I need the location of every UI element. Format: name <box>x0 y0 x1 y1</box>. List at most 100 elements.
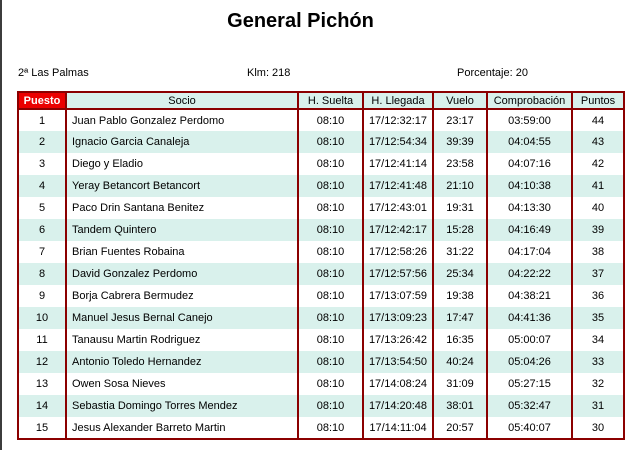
cell-vuelo: 21:10 <box>432 175 488 197</box>
cell-puesto: 4 <box>17 175 67 197</box>
table-row: 10 Manuel Jesus Bernal Canejo 08:10 17/13:0… <box>17 307 625 329</box>
cell-h-llegada: 17/14:08:24 <box>362 373 434 395</box>
cell-h-suelta: 08:10 <box>297 285 364 307</box>
cell-puesto: 3 <box>17 153 67 175</box>
cell-puesto: 10 <box>17 307 67 329</box>
window-left-border <box>0 0 2 450</box>
cell-comprobacion: 04:17:04 <box>486 241 573 263</box>
cell-comprobacion: 04:10:38 <box>486 175 573 197</box>
cell-h-suelta: 08:10 <box>297 219 364 241</box>
cell-vuelo: 25:34 <box>432 263 488 285</box>
cell-comprobacion: 04:07:16 <box>486 153 573 175</box>
table-row: 1 Juan Pablo Gonzalez Perdomo 08:10 17/12:3… <box>17 109 625 131</box>
cell-puesto: 2 <box>17 131 67 153</box>
cell-puntos: 43 <box>571 131 625 153</box>
cell-comprobacion: 04:04:55 <box>486 131 573 153</box>
cell-comprobacion: 05:40:07 <box>486 417 573 439</box>
cell-socio: Juan Pablo Gonzalez Perdomo <box>65 109 299 131</box>
cell-puntos: 44 <box>571 109 625 131</box>
cell-vuelo: 19:38 <box>432 285 488 307</box>
cell-h-llegada: 17/14:11:04 <box>362 417 434 439</box>
col-header-h-llegada: H. Llegada <box>362 92 434 109</box>
cell-socio: Ignacio Garcia Canaleja <box>65 131 299 153</box>
cell-comprobacion: 05:32:47 <box>486 395 573 417</box>
cell-puntos: 31 <box>571 395 625 417</box>
col-header-vuelo: Vuelo <box>432 92 488 109</box>
distance-label: Klm: 218 <box>247 67 291 79</box>
cell-socio: Brian Fuentes Robaina <box>65 241 299 263</box>
cell-vuelo: 38:01 <box>432 395 488 417</box>
table-row: 9 Borja Cabrera Bermudez 08:10 17/13:07:59 1… <box>17 285 625 307</box>
cell-puesto: 11 <box>17 329 67 351</box>
cell-socio: Sebastia Domingo Torres Mendez <box>65 395 299 417</box>
cell-socio: Owen Sosa Nieves <box>65 373 299 395</box>
cell-puntos: 32 <box>571 373 625 395</box>
table-row: 4 Yeray Betancort Betancort 08:10 17/12:41:… <box>17 175 625 197</box>
cell-puesto: 15 <box>17 417 67 439</box>
cell-puntos: 30 <box>571 417 625 439</box>
cell-puesto: 8 <box>17 263 67 285</box>
cell-comprobacion: 03:59:00 <box>486 109 573 131</box>
table-row: 12 Antonio Toledo Hernandez 08:10 17/13:54:… <box>17 351 625 373</box>
header-row: Puesto Socio H. Suelta H. Llegada Vuelo … <box>17 92 625 109</box>
cell-vuelo: 17:47 <box>432 307 488 329</box>
cell-puesto: 1 <box>17 109 67 131</box>
cell-puntos: 35 <box>571 307 625 329</box>
cell-vuelo: 40:24 <box>432 351 488 373</box>
table-row: 2 Ignacio Garcia Canaleja 08:10 17/12:54:34… <box>17 131 625 153</box>
cell-socio: David Gonzalez Perdomo <box>65 263 299 285</box>
cell-socio: Tanausu Martin Rodriguez <box>65 329 299 351</box>
cell-vuelo: 19:31 <box>432 197 488 219</box>
cell-h-llegada: 17/12:41:48 <box>362 175 434 197</box>
cell-comprobacion: 04:41:36 <box>486 307 573 329</box>
table-row: 15 Jesus Alexander Barreto Martin 08:10 17/… <box>17 417 625 439</box>
cell-h-suelta: 08:10 <box>297 131 364 153</box>
page-title: General Pichón <box>227 10 374 32</box>
cell-socio: Jesus Alexander Barreto Martin <box>65 417 299 439</box>
cell-h-suelta: 08:10 <box>297 175 364 197</box>
cell-socio: Diego y Eladio <box>65 153 299 175</box>
cell-h-llegada: 17/12:43:01 <box>362 197 434 219</box>
cell-h-llegada: 17/13:07:59 <box>362 285 434 307</box>
cell-h-llegada: 17/13:26:42 <box>362 329 434 351</box>
cell-h-llegada: 17/13:09:23 <box>362 307 434 329</box>
table-row: 8 David Gonzalez Perdomo 08:10 17/12:57:56 2… <box>17 263 625 285</box>
cell-vuelo: 39:39 <box>432 131 488 153</box>
cell-h-llegada: 17/12:54:34 <box>362 131 434 153</box>
results-body: 1 Juan Pablo Gonzalez Perdomo 08:10 17/12:3… <box>17 109 625 439</box>
cell-puesto: 6 <box>17 219 67 241</box>
table-row: 7 Brian Fuentes Robaina 08:10 17/12:58:26 31… <box>17 241 625 263</box>
cell-socio: Paco Drin Santana Benitez <box>65 197 299 219</box>
cell-socio: Antonio Toledo Hernandez <box>65 351 299 373</box>
cell-h-suelta: 08:10 <box>297 197 364 219</box>
cell-h-llegada: 17/14:20:48 <box>362 395 434 417</box>
table-row: 5 Paco Drin Santana Benitez 08:10 17/12:43:… <box>17 197 625 219</box>
cell-socio: Yeray Betancort Betancort <box>65 175 299 197</box>
cell-puesto: 5 <box>17 197 67 219</box>
cell-comprobacion: 05:27:15 <box>486 373 573 395</box>
cell-comprobacion: 04:16:49 <box>486 219 573 241</box>
cell-h-llegada: 17/12:32:17 <box>362 109 434 131</box>
cell-puntos: 37 <box>571 263 625 285</box>
cell-h-suelta: 08:10 <box>297 329 364 351</box>
table-row: 11 Tanausu Martin Rodriguez 08:10 17/13:26:… <box>17 329 625 351</box>
table-row: 3 Diego y Eladio 08:10 17/12:41:14 23:58 04:0… <box>17 153 625 175</box>
col-header-puesto: Puesto <box>17 92 67 109</box>
cell-h-suelta: 08:10 <box>297 417 364 439</box>
cell-h-suelta: 08:10 <box>297 263 364 285</box>
cell-socio: Manuel Jesus Bernal Canejo <box>65 307 299 329</box>
cell-puesto: 7 <box>17 241 67 263</box>
col-header-h-suelta: H. Suelta <box>297 92 364 109</box>
cell-h-llegada: 17/12:42:17 <box>362 219 434 241</box>
cell-comprobacion: 05:04:26 <box>486 351 573 373</box>
cell-h-suelta: 08:10 <box>297 109 364 131</box>
cell-h-suelta: 08:10 <box>297 307 364 329</box>
cell-vuelo: 23:17 <box>432 109 488 131</box>
table-row: 14 Sebastia Domingo Torres Mendez 08:10 17/… <box>17 395 625 417</box>
cell-puntos: 42 <box>571 153 625 175</box>
race-label: 2ª Las Palmas <box>18 67 89 79</box>
table-row: 6 Tandem Quintero 08:10 17/12:42:17 15:28 04:… <box>17 219 625 241</box>
cell-comprobacion: 04:22:22 <box>486 263 573 285</box>
cell-puntos: 33 <box>571 351 625 373</box>
